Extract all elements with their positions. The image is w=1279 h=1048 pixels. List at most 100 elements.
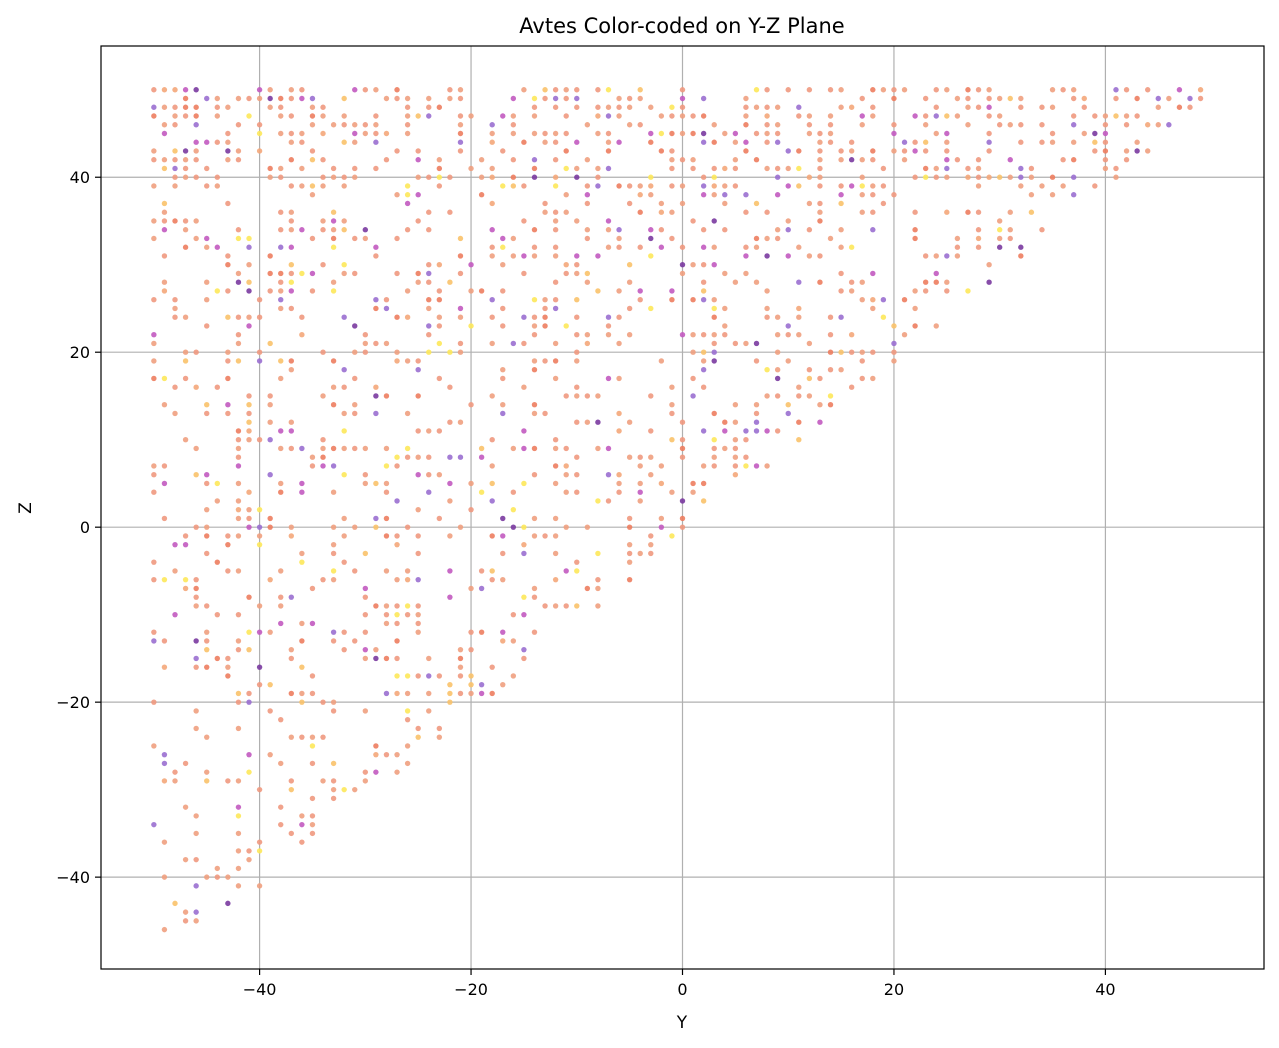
scatter-point [352, 235, 358, 242]
scatter-point [246, 751, 252, 758]
scatter-point [743, 209, 749, 215]
scatter-point [182, 218, 189, 224]
scatter-point [690, 262, 696, 268]
scatter-point [521, 384, 527, 390]
scatter-point [204, 402, 210, 408]
scatter-point [246, 699, 252, 705]
scatter-point [288, 305, 295, 312]
scatter-point [500, 550, 506, 557]
scatter-point [796, 148, 802, 154]
scatter-point [172, 410, 178, 417]
scatter-point [901, 332, 908, 338]
scatter-point [426, 323, 432, 329]
scatter-point [637, 454, 643, 460]
scatter-point [838, 367, 844, 373]
scatter-point [172, 778, 178, 784]
scatter-point [256, 533, 263, 539]
scatter-point [478, 489, 485, 495]
scatter-point [679, 244, 686, 250]
scatter-point [1092, 113, 1098, 119]
scatter-point [225, 410, 231, 417]
scatter-point [1018, 139, 1024, 145]
scatter-point [806, 340, 813, 347]
scatter-point [954, 95, 961, 102]
scatter-point [278, 821, 284, 828]
scatter-point [648, 541, 654, 548]
scatter-point [838, 200, 844, 207]
scatter-point [1049, 192, 1056, 198]
scatter-point [944, 165, 950, 172]
scatter-point [796, 419, 802, 425]
scatter-point [817, 183, 823, 189]
scatter-point [394, 314, 400, 320]
scatter-point [774, 130, 781, 137]
scatter-point [288, 524, 295, 530]
scatter-point [986, 279, 992, 285]
scatter-point [426, 95, 432, 102]
scatter-point [468, 673, 474, 679]
scatter-point [235, 611, 242, 618]
scatter-point [404, 454, 411, 460]
scatter-point [817, 419, 823, 425]
scatter-point [700, 174, 707, 180]
scatter-point [880, 297, 887, 303]
scatter-point [753, 87, 760, 93]
scatter-point [1039, 104, 1045, 110]
scatter-point [711, 262, 717, 268]
scatter-point [161, 279, 168, 285]
scatter-point [193, 725, 199, 732]
scatter-point [722, 200, 728, 207]
scatter-point [891, 323, 897, 329]
scatter-point [563, 209, 569, 215]
scatter-point [404, 673, 411, 679]
scatter-point [204, 410, 210, 417]
scatter-point [563, 270, 569, 277]
scatter-point [447, 690, 453, 697]
scatter-point [626, 419, 633, 425]
scatter-point [172, 113, 178, 119]
scatter-point [1007, 227, 1013, 233]
scatter-point [912, 305, 918, 312]
scatter-point [774, 192, 781, 198]
scatter-point [722, 323, 728, 329]
scatter-point [785, 165, 791, 172]
scatter-point [996, 122, 1003, 128]
scatter-point [986, 113, 992, 119]
scatter-point [309, 585, 316, 592]
scatter-point [552, 375, 559, 382]
scatter-point [954, 253, 961, 259]
scatter-point [436, 375, 443, 382]
scatter-point [394, 611, 400, 618]
scatter-point [341, 113, 347, 119]
scatter-point [531, 157, 538, 163]
scatter-point [457, 148, 464, 154]
scatter-point [193, 157, 199, 163]
scatter-point [172, 122, 178, 128]
scatter-point [679, 332, 686, 338]
scatter-point [552, 130, 559, 137]
scatter-point [478, 585, 485, 592]
scatter-point [859, 375, 865, 382]
scatter-point [267, 436, 273, 443]
scatter-point [510, 506, 517, 513]
scatter-point [616, 340, 622, 347]
scatter-point [278, 113, 284, 119]
scatter-point [1197, 87, 1204, 93]
x-tick-label: −40 [243, 980, 277, 999]
scatter-point [415, 279, 421, 285]
scatter-point [426, 349, 432, 355]
scatter-point [225, 288, 231, 294]
scatter-point [711, 358, 717, 364]
scatter-point [595, 576, 601, 583]
scatter-point [246, 262, 252, 268]
scatter-point [341, 786, 347, 793]
scatter-point [933, 174, 939, 180]
scatter-point [383, 603, 390, 609]
scatter-point [774, 235, 781, 242]
scatter-point [330, 629, 337, 635]
scatter-point [330, 638, 337, 644]
scatter-point [193, 174, 199, 180]
scatter-point [605, 244, 612, 250]
scatter-point [415, 428, 421, 434]
scatter-point [468, 288, 474, 294]
